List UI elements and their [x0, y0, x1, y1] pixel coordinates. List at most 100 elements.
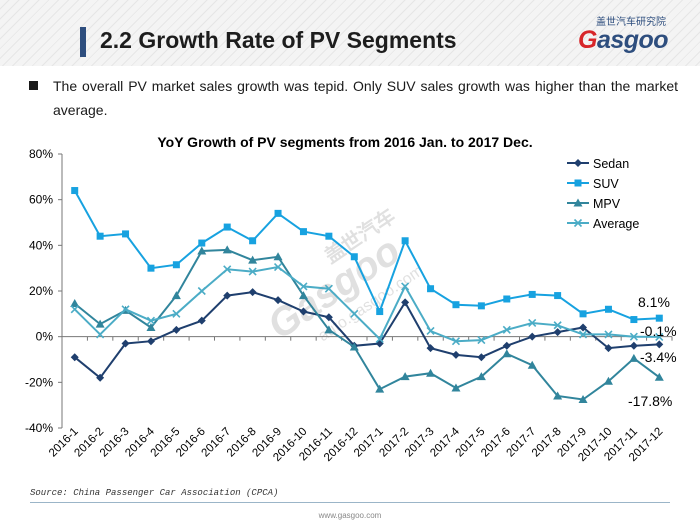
y-tick-label: 20% [29, 284, 53, 298]
y-tick-label: -20% [25, 375, 53, 389]
data-point [554, 292, 562, 300]
y-tick-label: 40% [29, 238, 53, 252]
data-point [578, 394, 588, 403]
series-average [70, 262, 664, 346]
legend-item-mpv: MPV [567, 197, 621, 211]
data-point [451, 350, 460, 359]
data-point [324, 313, 333, 322]
data-point [350, 253, 358, 261]
logo-chinese-text: 盖世汽车研究院 [596, 17, 666, 28]
data-point [573, 198, 583, 207]
data-point [655, 340, 664, 349]
watermark: 盖世汽车 Gasgoo auto.gasgoo.com [260, 204, 427, 348]
data-point [146, 323, 156, 332]
data-point [528, 332, 537, 341]
data-point [528, 318, 537, 328]
data-point [121, 339, 130, 348]
bullet-square-icon [29, 81, 38, 90]
data-point [172, 309, 181, 318]
data-point [96, 232, 104, 240]
data-point [146, 337, 155, 346]
series-mpv [70, 245, 664, 403]
legend-label: MPV [593, 197, 621, 211]
data-point [452, 301, 460, 309]
data-point [197, 246, 207, 255]
data-point [198, 239, 206, 247]
series-line [73, 265, 660, 343]
data-point [477, 302, 485, 310]
series-line [74, 248, 660, 401]
data-point [604, 305, 612, 313]
data-point [299, 282, 308, 291]
data-point [451, 337, 461, 346]
data-point [146, 316, 156, 325]
data-point [426, 344, 435, 353]
data-point [451, 383, 461, 392]
data-point [273, 262, 283, 272]
data-point [96, 373, 105, 382]
data-point [401, 282, 410, 291]
y-tick-label: 80% [29, 147, 53, 161]
data-point [299, 307, 308, 316]
data-point [197, 316, 206, 325]
data-point [655, 314, 663, 322]
data-point [502, 341, 511, 350]
title-accent-bar [80, 27, 86, 57]
data-point [350, 309, 359, 318]
data-point [375, 334, 384, 344]
y-tick-label: 0% [36, 330, 54, 344]
data-point [477, 336, 486, 345]
data-annotation: -17.8% [628, 393, 672, 409]
data-point [222, 245, 232, 254]
legend-item-average: Average [567, 217, 639, 231]
data-point [223, 291, 232, 300]
chart: 盖世汽车 Gasgoo auto.gasgoo.com YoY Growth o… [25, 134, 677, 464]
data-annotation: -0.1% [640, 323, 677, 339]
data-point [349, 342, 359, 351]
data-point [528, 290, 536, 298]
data-point [603, 376, 613, 385]
data-point [503, 295, 511, 303]
data-point [477, 353, 486, 362]
series-suv [71, 187, 663, 324]
data-point [376, 308, 384, 316]
data-point [122, 230, 130, 238]
data-point [324, 325, 334, 334]
bullet-text: The overall PV market sales growth was t… [53, 78, 678, 118]
data-point [604, 344, 613, 353]
data-point [401, 237, 409, 245]
data-point [654, 372, 664, 381]
data-point [502, 325, 511, 334]
data-point [70, 353, 79, 362]
data-point [248, 288, 257, 297]
footer-url: www.gasgoo.com [318, 511, 382, 520]
data-point [375, 384, 385, 393]
data-point [325, 232, 333, 240]
data-point [629, 332, 638, 341]
data-annotation: 8.1% [638, 294, 670, 310]
data-point [553, 391, 563, 400]
chart-title: YoY Growth of PV segments from 2016 Jan.… [157, 134, 532, 150]
data-point [579, 310, 587, 318]
data-point [630, 316, 638, 324]
source-divider [30, 502, 670, 503]
data-point [70, 299, 80, 308]
page-title: 2.2 Growth Rate of PV Segments [100, 27, 457, 53]
data-point [172, 325, 181, 334]
data-point [426, 326, 435, 336]
data-point [574, 179, 582, 187]
data-point [121, 305, 130, 314]
header-banner: 2.2 Growth Rate of PV Segments 盖世汽车研究院 G… [0, 0, 700, 66]
data-point [553, 321, 562, 330]
data-point [426, 368, 436, 377]
data-point [574, 159, 582, 167]
data-point [553, 328, 562, 337]
data-point [476, 372, 486, 381]
data-point [274, 209, 282, 217]
data-point [324, 284, 333, 293]
data-point [223, 265, 232, 274]
data-point [655, 332, 664, 341]
data-point [96, 330, 105, 339]
source-note: Source: China Passenger Car Association … [30, 488, 279, 498]
data-point [502, 349, 512, 358]
